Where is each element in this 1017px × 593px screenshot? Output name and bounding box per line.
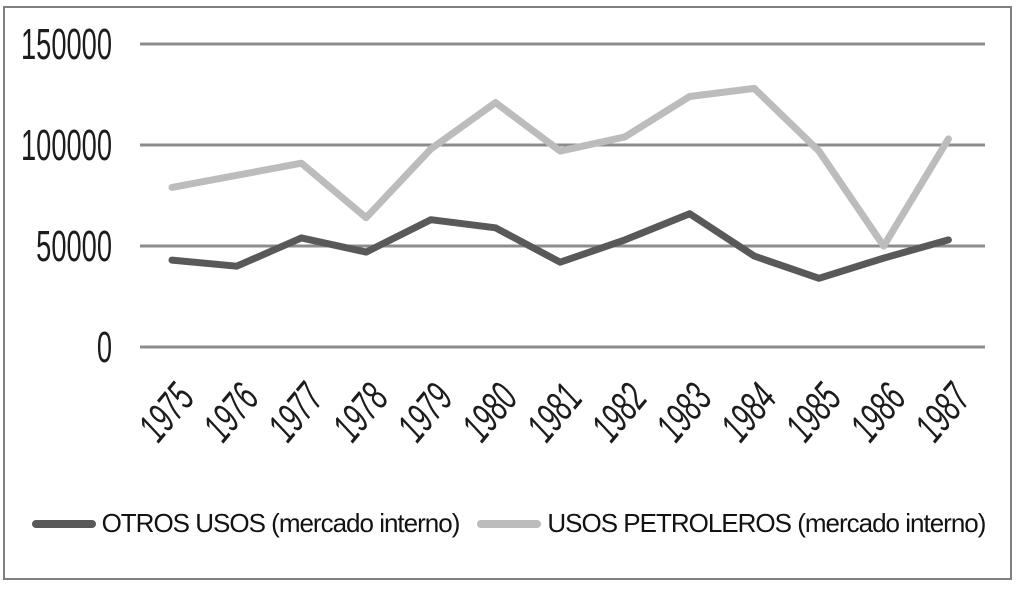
x-axis-tick-label-1980: 1980: [453, 375, 527, 450]
legend-item-otros-usos: OTROS USOS (mercado interno): [31, 508, 461, 539]
x-axis-tick-label-1982: 1982: [583, 375, 657, 450]
x-axis-tick-label-1975: 1975: [130, 375, 204, 450]
legend-item-usos-petroleros: USOS PETROLEROS (mercado interno): [477, 508, 986, 539]
series-line-usos-petroleros: [168, 84, 952, 250]
x-axis-tick-label-1987: 1987: [906, 374, 980, 450]
x-axis-tick-label-1983: 1983: [647, 375, 721, 450]
x-axis-tick-label-1981: 1981: [518, 375, 592, 450]
x-axis-tick-label-1986: 1986: [841, 375, 915, 450]
x-axis-tick-label-1978: 1978: [324, 375, 398, 450]
legend-line-swatch-light: [477, 519, 542, 528]
legend-label-usos-petroleros: USOS PETROLEROS (mercado interno): [547, 508, 986, 538]
legend-line-swatch-dark: [31, 519, 96, 528]
y-axis-tick-label-100000: 100000: [21, 120, 112, 169]
x-axis-tick-label-1979: 1979: [389, 375, 463, 450]
y-axis-tick-label-50000: 50000: [36, 221, 112, 270]
x-axis-tick-label-1985: 1985: [777, 375, 851, 450]
y-axis-tick-label-0: 0: [97, 322, 112, 371]
series-line-otros-usos: [168, 210, 952, 282]
y-axis-tick-label-150000: 150000: [21, 19, 112, 68]
x-axis-tick-label-1976: 1976: [194, 375, 268, 450]
x-axis-tick-label-1984: 1984: [712, 375, 786, 450]
x-axis-tick-label-1977: 1977: [259, 374, 333, 450]
legend-label-otros-usos: OTROS USOS (mercado interno): [101, 508, 461, 538]
chart-legend: OTROS USOS (mercado interno) USOS PETROL…: [0, 508, 1017, 539]
